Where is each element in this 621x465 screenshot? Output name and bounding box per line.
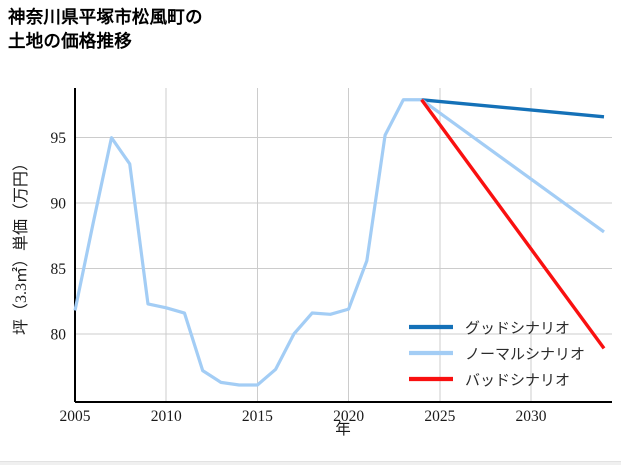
- x-tick-label: 2010: [151, 408, 182, 425]
- y-axis-title: 坪（3.3㎡）単価（万円）: [12, 155, 30, 335]
- x-axis-title: 年: [335, 420, 351, 438]
- x-tick-label: 2015: [242, 408, 273, 425]
- gridlines: [74, 88, 612, 402]
- series-line-実績: [73, 98, 422, 387]
- series-line-ノーマルシナリオ: [420, 98, 605, 234]
- series-line-グッドシナリオ: [421, 98, 605, 119]
- y-axis-tick-labels: 80 85 90 95: [51, 130, 67, 343]
- y-tick-label: 95: [51, 130, 67, 147]
- y-tick-label: 85: [51, 261, 67, 278]
- legend-label-2[interactable]: バッドシナリオ: [465, 373, 570, 389]
- x-tick-label: 2030: [516, 408, 547, 425]
- y-tick-label: 80: [51, 326, 67, 343]
- bottom-divider: [0, 461, 621, 465]
- legend-label-0[interactable]: グッドシナリオ: [465, 320, 570, 337]
- data-series-group: [73, 98, 606, 387]
- x-tick-label: 2020: [333, 408, 364, 425]
- x-tick-label: 2025: [424, 408, 455, 425]
- chart-title: 神奈川県平塚市松風町の 土地の価格推移: [8, 6, 428, 53]
- x-axis-tick-labels: 2005 2010 2015 2020 2025 2030: [60, 408, 547, 425]
- y-tick-label: 90: [51, 196, 67, 213]
- chart-title-line-1: 神奈川県平塚市松風町の: [8, 7, 203, 27]
- x-tick-label: 2005: [60, 408, 91, 425]
- series-line-バッドシナリオ: [420, 98, 606, 350]
- legend-label-1[interactable]: ノーマルシナリオ: [465, 347, 585, 363]
- chart-title-line-2: 土地の価格推移: [8, 30, 132, 51]
